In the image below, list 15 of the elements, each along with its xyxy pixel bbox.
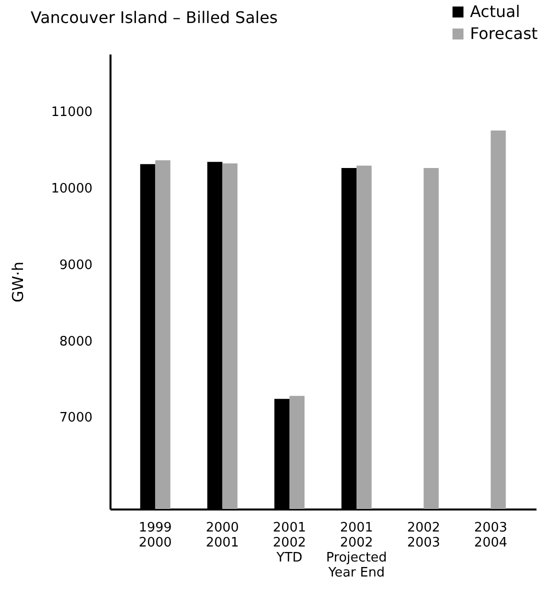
x-tick-label: 1999 2000 [138, 520, 172, 550]
legend-label: Forecast [470, 24, 538, 43]
x-tick-label: 2001 2002 Projected Year End [326, 520, 387, 580]
x-tick-label: 2002 2003 [407, 520, 440, 550]
y-tick-label: 7000 [59, 410, 92, 426]
x-tick-label: 2003 2004 [474, 520, 508, 550]
y-tick-label: 10000 [51, 181, 92, 196]
x-tick-label: 2000 2001 [206, 520, 239, 550]
chart-title: Vancouver Island – Billed Sales [30, 8, 278, 27]
legend-label: Actual [470, 2, 520, 21]
y-tick-label: 11000 [51, 104, 92, 120]
y-axis-title: GW·h [9, 262, 28, 302]
y-tick-label: 9000 [59, 258, 92, 273]
x-tick-label: 2001 2002 YTD [272, 520, 306, 566]
y-tick-label: 8000 [59, 334, 92, 350]
